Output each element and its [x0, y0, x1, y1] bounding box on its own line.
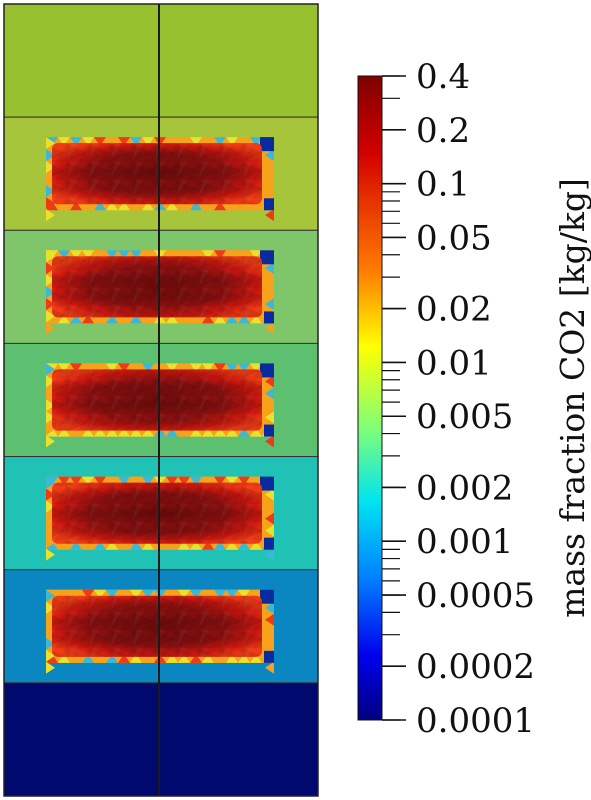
colorbar-title: mass fraction CO2 [kg/kg]	[553, 178, 591, 618]
colorbar-tick-label: 0.1	[416, 165, 470, 205]
simulation-domain	[3, 3, 319, 797]
colorbar-tick-label: 0.0002	[416, 647, 535, 687]
colorbar-tick-label: 0.001	[416, 522, 513, 562]
colorbar-tick-label: 0.2	[416, 111, 470, 151]
colorbar-tick-label: 0.005	[416, 397, 513, 437]
colorbar: 0.4 0.2 0.1 0.05 0.02 0.01 0.005 0.002 0.001 0.00…	[357, 57, 591, 741]
domain-layer	[3, 682, 319, 797]
colorbar-ticks	[382, 75, 406, 721]
colorbar-tick-label: 0.002	[416, 468, 513, 508]
domain-border	[3, 3, 319, 797]
colorbar-tick-label: 0.05	[416, 218, 492, 258]
colorbar-tick-label: 0.4	[416, 57, 470, 97]
colorbar-tick-labels: 0.4 0.2 0.1 0.05 0.02 0.01 0.005 0.002 0.001 0.00…	[416, 57, 535, 741]
co2-plume	[46, 363, 274, 448]
colorbar-tick-label: 0.0005	[416, 576, 535, 616]
colorbar-tick-label: 0.02	[416, 290, 492, 330]
colorbar-tick-label: 0.0001	[416, 701, 535, 741]
domain-layer	[3, 3, 319, 118]
colorbar-gradient	[357, 75, 383, 721]
colorbar-tick-label: 0.01	[416, 343, 492, 383]
